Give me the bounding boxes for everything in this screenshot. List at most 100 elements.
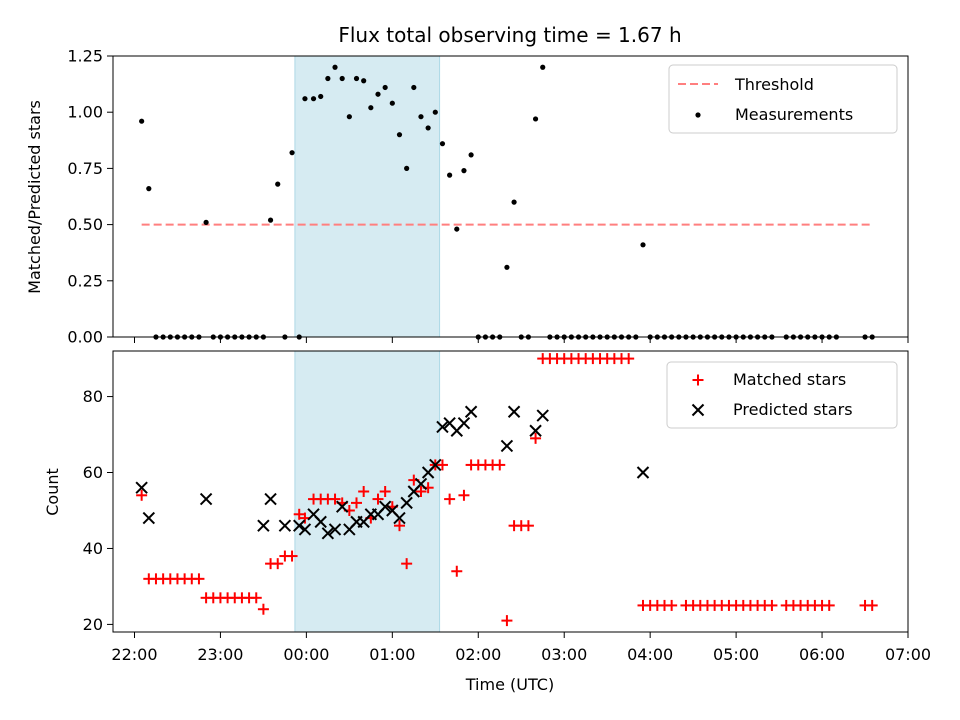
measurement-point bbox=[275, 181, 281, 187]
measurement-point bbox=[532, 116, 539, 122]
y-tick-label: 40 bbox=[83, 539, 103, 558]
predicted-star-point bbox=[321, 527, 335, 540]
matched-star-point bbox=[393, 520, 405, 532]
matched-star-point bbox=[379, 486, 391, 497]
predicted-star-point bbox=[414, 477, 428, 491]
legend-matched-plus bbox=[692, 374, 704, 386]
bottom-panel: 20 40 60 80 22:00 23:00 00:00 01:00 02:00 03:00 0… bbox=[43, 350, 931, 694]
top-legend-box bbox=[668, 64, 898, 134]
predicted-star-point bbox=[536, 409, 549, 422]
x-tick-label: 22:00 bbox=[111, 645, 157, 664]
matched-star-point bbox=[458, 489, 470, 501]
measurement-point bbox=[432, 109, 438, 115]
legend-predicted-x bbox=[691, 403, 705, 417]
matched-star-point bbox=[293, 508, 305, 520]
measurement-point bbox=[289, 150, 295, 156]
matched-star-point bbox=[866, 599, 878, 611]
measurement-point bbox=[368, 105, 374, 111]
measurement-point bbox=[146, 186, 152, 192]
x-tick-label: 04:00 bbox=[627, 645, 673, 664]
measurement-point bbox=[468, 152, 474, 158]
measurement-point bbox=[511, 199, 517, 205]
measurement-point bbox=[361, 78, 367, 84]
matched-star-point bbox=[623, 353, 635, 365]
legend-predicted-label: Predicted stars bbox=[733, 400, 853, 419]
measurement-point bbox=[389, 100, 395, 106]
matched-star-point bbox=[415, 486, 427, 497]
matched-star-point bbox=[823, 599, 835, 611]
measurement-point bbox=[139, 118, 145, 124]
predicted-star-point bbox=[293, 519, 306, 532]
matched-star-point bbox=[501, 615, 513, 627]
matched-star-point bbox=[272, 558, 284, 570]
measurement-point bbox=[411, 84, 417, 91]
legend-matched-swatch bbox=[692, 374, 704, 386]
predicted-star-point bbox=[278, 519, 292, 532]
predicted-star-point bbox=[457, 416, 471, 430]
top-legend: Threshold Measurements bbox=[668, 64, 898, 134]
bottom-y-ticks: 20 40 60 80 bbox=[83, 387, 113, 634]
y-tick-label: 1.25 bbox=[67, 47, 103, 66]
top-x-ticks bbox=[133, 337, 909, 343]
y-tick-label: 0.00 bbox=[67, 328, 103, 347]
y-tick-label: 0.25 bbox=[67, 271, 103, 290]
matched-star-point bbox=[451, 565, 463, 577]
predicted-star-point bbox=[264, 492, 277, 506]
measurement-point bbox=[439, 141, 446, 147]
measurement-point bbox=[339, 75, 345, 82]
matched-star-point bbox=[766, 599, 778, 611]
x-tick-label: 23:00 bbox=[197, 645, 243, 664]
predicted-star-point bbox=[135, 481, 148, 494]
y-tick-label: 60 bbox=[83, 463, 103, 482]
matched-star-point bbox=[666, 599, 678, 611]
measurement-point bbox=[418, 114, 424, 120]
matched-star-point bbox=[286, 550, 298, 562]
matched-star-point bbox=[329, 493, 341, 505]
predicted-star-point bbox=[507, 405, 521, 418]
predicted-star-point bbox=[335, 500, 349, 513]
measurement-point bbox=[310, 96, 317, 102]
measurement-point bbox=[318, 93, 324, 100]
measurement-point bbox=[447, 172, 453, 178]
legend-measurements-label: Measurements bbox=[735, 105, 853, 124]
x-tick-label: 00:00 bbox=[283, 645, 329, 664]
measurement-point bbox=[396, 132, 403, 138]
measurement-point bbox=[375, 91, 381, 97]
top-panel: 0.00 0.25 0.50 0.75 1.00 1.25 Flux total obse… bbox=[25, 23, 909, 347]
matched-star-point bbox=[372, 493, 384, 505]
x-tick-label: 03:00 bbox=[541, 645, 587, 664]
matched-star-point bbox=[193, 573, 205, 585]
y-tick-label: 80 bbox=[83, 387, 103, 406]
measurement-point bbox=[267, 217, 274, 223]
y-tick-label: 1.00 bbox=[67, 103, 103, 122]
bottom-legend: Matched stars Predicted stars bbox=[666, 361, 898, 429]
measurement-point bbox=[332, 64, 338, 70]
matched-star-point bbox=[522, 520, 534, 532]
x-tick-label: 02:00 bbox=[455, 645, 501, 664]
bottom-x-axis-label: Time (UTC) bbox=[465, 675, 554, 694]
bottom-y-axis-label: Count bbox=[43, 468, 62, 516]
bottom-legend-box bbox=[666, 361, 898, 429]
measurement-point bbox=[353, 75, 360, 82]
x-tick-label: 06:00 bbox=[799, 645, 845, 664]
predicted-star-point bbox=[378, 500, 392, 513]
y-tick-label: 0.75 bbox=[67, 159, 103, 178]
measurement-point bbox=[203, 219, 209, 225]
measurement-point bbox=[346, 114, 352, 120]
matched-star-point bbox=[530, 432, 542, 444]
matched-star-point bbox=[351, 497, 363, 509]
top-shaded-span bbox=[294, 55, 441, 338]
predicted-star-point bbox=[529, 424, 542, 437]
measurement-point bbox=[302, 96, 308, 102]
matched-star-point bbox=[257, 603, 269, 615]
x-tick-label: 05:00 bbox=[713, 645, 759, 664]
top-y-axis-label: Matched/Predicted stars bbox=[25, 100, 44, 294]
predicted-star-point bbox=[298, 523, 312, 536]
predicted-star-point bbox=[314, 515, 327, 529]
predicted-star-point bbox=[199, 492, 213, 506]
matched-star-point bbox=[250, 592, 262, 604]
measurement-point bbox=[640, 242, 646, 248]
matched-star-point bbox=[436, 459, 448, 471]
legend-threshold-label: Threshold bbox=[734, 75, 814, 94]
